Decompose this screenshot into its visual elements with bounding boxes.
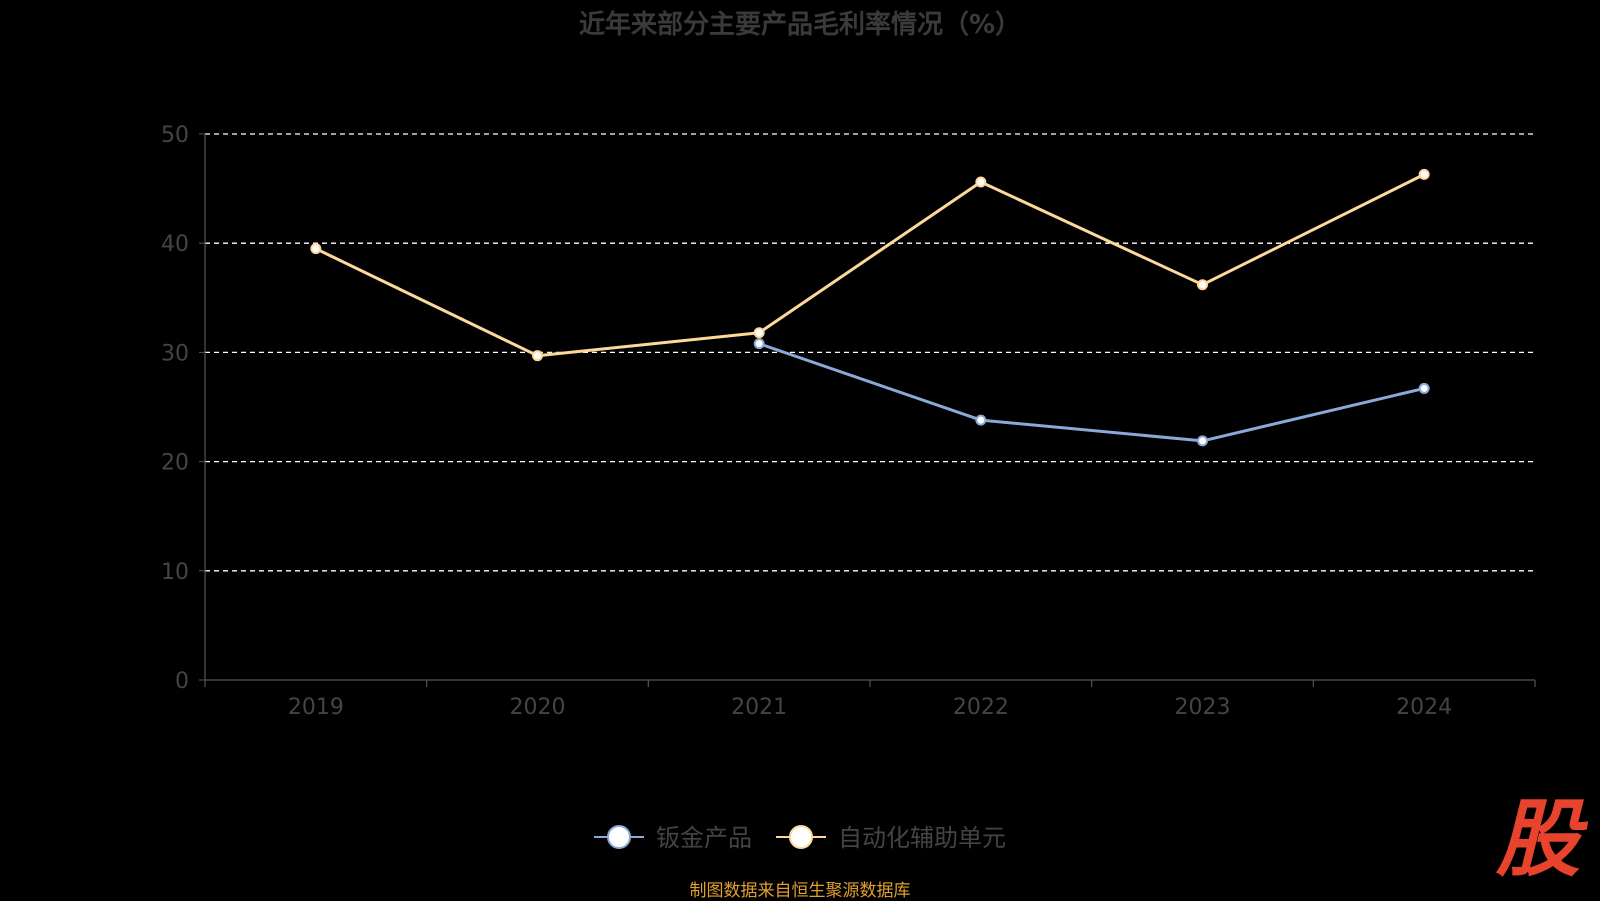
source-note: 制图数据来自恒生聚源数据库 (689, 881, 911, 901)
legend-item-0[interactable]: 钣金产品 (594, 824, 752, 852)
y-tick-label: 10 (161, 560, 189, 585)
series-line-0 (758, 342, 1425, 443)
series-line-1 (315, 173, 1425, 358)
data-point (975, 176, 987, 188)
data-point (753, 327, 765, 339)
data-point (532, 350, 543, 362)
data-point (1418, 382, 1430, 394)
brand-logo-glyph: 股 (1495, 790, 1589, 888)
legend-label: 自动化辅助单元 (838, 824, 1006, 852)
data-point (1197, 435, 1208, 447)
data-point (1197, 279, 1208, 291)
y-tick-label: 0 (175, 669, 189, 694)
y-tick-label: 20 (161, 451, 189, 476)
legend-marker (607, 825, 631, 849)
x-tick-label: 2019 (288, 695, 344, 720)
chart-title: 近年来部分主要产品毛利率情况（%） (578, 10, 1022, 40)
x-tick-label: 2023 (1175, 695, 1231, 720)
legend-item-1[interactable]: 自动化辅助单元 (776, 824, 1006, 852)
legend-marker (789, 825, 813, 849)
data-point (310, 243, 322, 255)
legend[interactable]: 钣金产品 自动化辅助单元 (594, 824, 1006, 852)
data-point (753, 338, 765, 350)
y-tick-label: 50 (161, 123, 189, 148)
axes: 0 10 20 30 40 50 2019 2020 2021 2022 2023 2024 (161, 123, 1536, 720)
data-point (1418, 168, 1430, 180)
y-tick-label: 30 (161, 341, 189, 366)
x-tick-label: 2020 (510, 695, 566, 720)
data-point (975, 414, 987, 426)
series-lines (310, 168, 1430, 447)
x-tick-label: 2021 (731, 695, 787, 720)
x-tick-label: 2024 (1396, 695, 1452, 720)
y-tick-label: 40 (161, 232, 189, 257)
grid-lines (205, 133, 1535, 572)
brand-logo: 股 (1495, 790, 1589, 888)
legend-label: 钣金产品 (656, 824, 752, 852)
x-tick-label: 2022 (953, 695, 1009, 720)
